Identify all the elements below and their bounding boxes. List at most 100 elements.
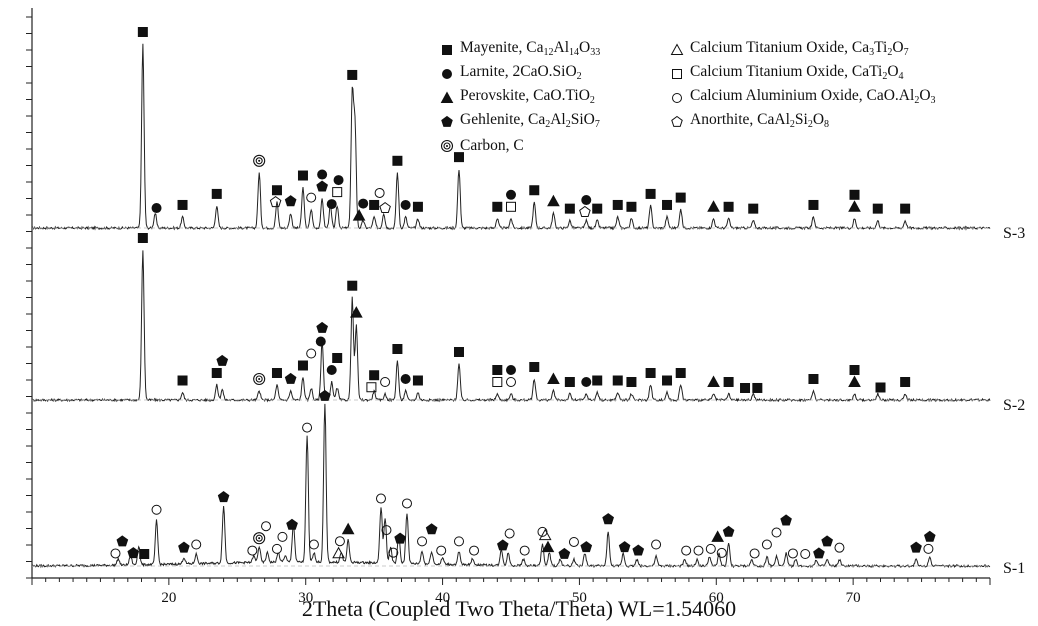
open-triangle-marker [670,43,684,55]
legend-entry: Gehlenite, Ca2Al2SiO7 [438,110,600,134]
open-circle-marker [302,422,313,433]
legend-text: Carbon, C [460,137,524,154]
open-square-marker [492,377,503,387]
filled-square-marker [675,192,686,203]
filled-square-marker [564,203,575,214]
open-circle-marker [277,531,288,542]
filled-square-marker [626,377,637,387]
open-circle-marker [771,527,782,538]
filled-pentagon-marker [910,541,922,553]
filled-square-marker [347,69,358,80]
trace-s-2 [31,250,991,403]
filled-circle-marker [400,199,411,210]
filled-square-marker [137,27,148,37]
open-square-marker [332,187,343,198]
filled-square-marker [392,344,403,354]
series-label-s-2: S-2 [1003,397,1025,414]
legend-text: Calcium Aluminium Oxide, CaO.Al2O3 [690,86,936,106]
filled-circle-marker [326,364,337,375]
filled-pentagon-marker [394,532,406,544]
x-tick-label: 20 [161,590,176,606]
open-circle-marker [306,192,317,203]
filled-pentagon-marker [618,541,631,553]
filled-square-marker [808,199,819,210]
open-pentagon-marker [269,195,282,208]
legend-entry: Larnite, 2CaO.SiO2 [438,62,600,86]
filled-pentagon-marker [116,535,129,547]
filled-square-marker [332,352,343,363]
x-tick-label: 30 [298,590,313,606]
open-circle-marker [506,377,516,387]
filled-pentagon-legend-icon [441,115,453,127]
open-circle-marker [693,545,704,556]
filled-triangle-marker [848,200,861,212]
filled-square-marker [369,199,380,210]
filled-circle-marker [317,169,328,180]
filled-square-marker [211,367,222,378]
legend-entry: Calcium Titanium Oxide, Ca3Ti2O7 [668,38,936,62]
filled-pentagon-marker [286,518,298,530]
filled-square-marker [748,203,759,214]
filled-triangle-marker [440,91,454,103]
open-circle-marker [191,539,202,550]
open-square-marker [672,69,682,79]
filled-pentagon-marker [178,541,190,553]
filled-square-marker [645,368,656,378]
open-triangle-marker [332,546,345,559]
open-circle-marker [401,498,412,509]
filled-triangle-marker [547,372,560,384]
x-tick-label: 60 [709,590,724,606]
filled-square-marker [723,201,734,212]
filled-pentagon-marker [780,514,792,526]
open-circle-marker [504,528,515,539]
filled-square-marker [900,203,911,214]
open-circle-marker [381,525,392,536]
legend-left: Mayenite, Ca12Al14O33 Larnite, 2CaO.SiO2 P… [438,38,600,158]
filled-square-marker [492,365,503,375]
open-circle-marker [923,543,934,554]
filled-square-marker [900,377,911,387]
filled-square-marker [412,201,423,212]
filled-square-marker [137,233,148,243]
filled-circle-marker [315,336,326,347]
filled-pentagon-marker [217,490,230,503]
open-circle-legend-icon [672,93,682,103]
filled-square-marker [592,375,603,386]
filled-square-marker [564,377,575,387]
spiral-marker [253,372,266,386]
filled-square-marker [675,368,686,378]
filled-triangle-marker [541,540,555,553]
filled-square-marker [177,199,188,210]
filled-square-legend-icon [442,45,452,55]
filled-triangle-marker [707,375,720,387]
x-tick-label: 50 [572,590,587,606]
filled-square-marker [529,185,540,196]
filled-square-marker [442,45,452,55]
open-pentagon-marker [671,115,683,127]
legend-entry: Mayenite, Ca12Al14O33 [438,38,600,62]
x-tick-label: 40 [435,590,450,606]
legend-text: Calcium Titanium Oxide, Ca3Ti2O7 [690,38,909,58]
filled-square-marker [626,201,637,212]
open-circle-marker [800,549,811,559]
open-triangle-marker [538,528,552,541]
open-circle-marker [651,539,662,550]
filled-triangle-marker [350,306,363,318]
legend-text: Perovskite, CaO.TiO2 [460,86,595,106]
filled-circle-marker [506,189,516,200]
filled-square-marker [723,377,734,387]
filled-pentagon-marker [602,513,614,525]
filled-circle-legend-icon [442,69,452,79]
filled-pentagon-marker [821,535,833,547]
filled-triangle-marker [848,375,861,387]
filled-triangle-legend-icon [440,91,454,103]
spiral-legend-icon [440,139,454,153]
open-pentagon-legend-icon [671,115,683,127]
open-circle-marker [705,543,716,554]
legend-text: Anorthite, CaAl2Si2O8 [690,110,830,130]
open-circle-marker [271,543,282,554]
filled-square-marker [872,203,883,214]
open-circle-marker [417,536,428,547]
open-circle-marker [834,542,845,553]
